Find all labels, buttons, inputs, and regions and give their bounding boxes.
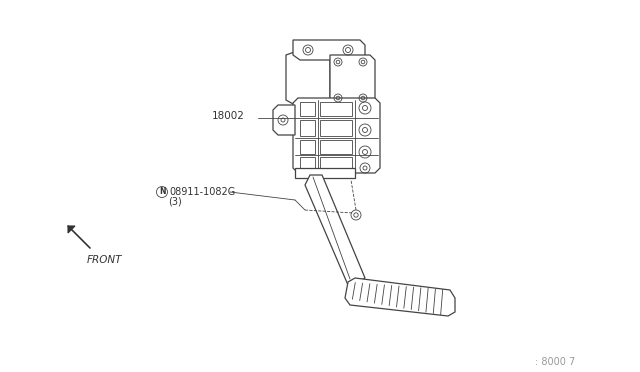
Polygon shape: [300, 157, 315, 170]
Polygon shape: [320, 102, 352, 116]
Text: 18002: 18002: [212, 111, 245, 121]
Polygon shape: [273, 105, 295, 135]
Polygon shape: [68, 226, 75, 233]
Polygon shape: [300, 102, 315, 116]
Text: 08911-1082G: 08911-1082G: [169, 187, 236, 197]
Polygon shape: [300, 140, 315, 154]
Polygon shape: [293, 98, 380, 173]
Polygon shape: [293, 40, 365, 65]
Text: FRONT: FRONT: [87, 255, 122, 265]
Polygon shape: [305, 175, 365, 285]
Polygon shape: [320, 157, 352, 170]
Polygon shape: [320, 140, 352, 154]
Polygon shape: [295, 168, 355, 178]
Polygon shape: [300, 120, 315, 136]
Polygon shape: [320, 120, 352, 136]
Text: : 8000 7: : 8000 7: [535, 357, 575, 367]
Polygon shape: [286, 48, 330, 135]
Polygon shape: [345, 278, 455, 316]
Text: (3): (3): [168, 197, 182, 207]
Text: N: N: [159, 187, 165, 196]
Polygon shape: [330, 55, 375, 105]
